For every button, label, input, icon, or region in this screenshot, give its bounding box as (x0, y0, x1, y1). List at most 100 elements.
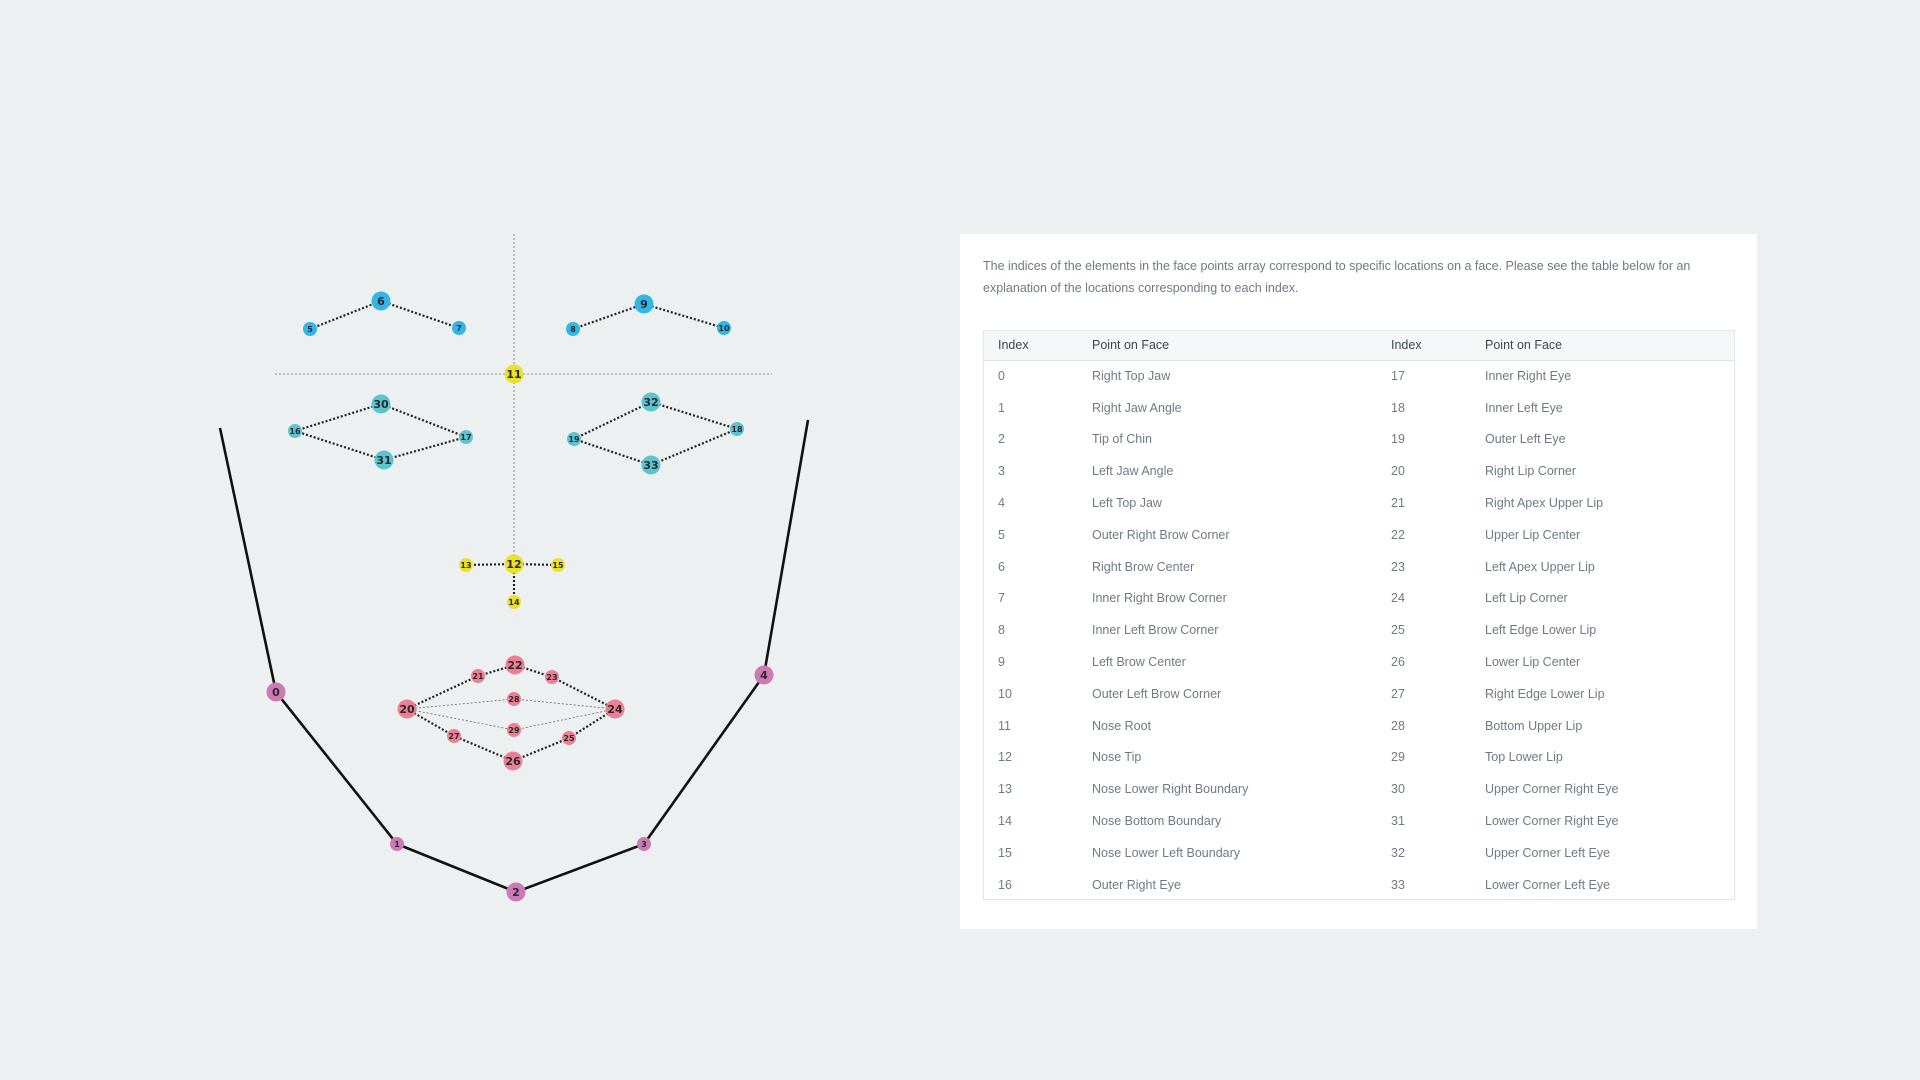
landmark-point-20: 20 (397, 699, 417, 719)
table-row: 3 Left Jaw Angle 20 Right Lip Corner (984, 455, 1734, 487)
connection-18-33 (650, 427, 738, 467)
landmark-dot (562, 731, 576, 745)
table-row: 13 Nose Lower Right Boundary 30 Upper Corne… (984, 773, 1734, 805)
point-name-cell-right: Bottom Upper Lip (1485, 718, 1583, 733)
index-cell-left: 13 (998, 782, 1012, 797)
index-cell-left: 16 (998, 877, 1012, 892)
landmark-point-11: 11 (504, 364, 524, 384)
header-index-left: Index (984, 331, 1078, 361)
connection-9-10 (643, 302, 725, 330)
point-name-cell-left: Right Brow Center (1092, 559, 1195, 574)
point-name-cell-left: Right Jaw Angle (1092, 400, 1182, 415)
table-row: 5 Outer Right Brow Corner 22 Upper Lip Cent… (984, 519, 1734, 551)
landmark-label: 33 (643, 459, 658, 472)
landmark-index-panel: The indices of the elements in the face … (960, 234, 1757, 929)
point-name-cell-right: Lower Corner Left Eye (1485, 877, 1611, 892)
landmark-dot (507, 595, 521, 609)
table-row: 2 Tip of Chin 19 Outer Left Eye (984, 424, 1734, 456)
point-name-cell-right: Lower Corner Right Eye (1485, 814, 1619, 829)
index-cell-right: 18 (1391, 400, 1405, 415)
landmark-dot (371, 394, 391, 414)
index-cell-right: 27 (1391, 686, 1405, 701)
table-row: 9 Left Brow Center 26 Lower Lip Center (984, 646, 1734, 678)
landmark-label: 0 (272, 686, 280, 699)
point-name-cell-left: Nose Bottom Boundary (1092, 814, 1222, 829)
landmark-dot (506, 882, 526, 902)
index-cell-right: 21 (1391, 496, 1405, 511)
connection-16-30 (294, 402, 382, 433)
landmark-dot (641, 455, 661, 475)
point-name-cell-left: Nose Lower Right Boundary (1092, 782, 1249, 797)
index-cell-right: 17 (1391, 369, 1405, 384)
landmark-label: 29 (508, 726, 520, 735)
index-cell-right: 32 (1391, 845, 1405, 860)
landmark-dot (374, 450, 394, 470)
point-name-cell-left: Right Top Jaw (1092, 369, 1171, 384)
connection-30-17 (380, 402, 467, 439)
table-row: 0 Right Top Jaw 17 Inner Right Eye (984, 360, 1734, 392)
index-cell-left: 3 (998, 464, 1005, 479)
landmark-point-1: 1 (390, 837, 404, 851)
landmark-point-12: 12 (504, 554, 524, 574)
table-row: 8 Inner Left Brow Corner 25 Left Edge Lower… (984, 614, 1734, 646)
landmark-point-5: 5 (303, 322, 317, 336)
landmark-dot (503, 751, 523, 771)
point-name-cell-right: Lower Lip Center (1485, 655, 1581, 670)
landmark-table: Index Point on Face Index Point on Face … (984, 331, 1734, 899)
landmark-dot (566, 322, 580, 336)
landmark-label: 32 (643, 396, 658, 409)
landmark-point-27: 27 (447, 729, 461, 743)
landmark-point-30: 30 (371, 394, 391, 414)
point-name-cell-left: Outer Right Eye (1092, 877, 1181, 892)
landmark-point-18: 18 (730, 422, 744, 436)
index-cell-left: 15 (998, 845, 1012, 860)
landmark-dot (452, 321, 466, 335)
inner-lip-line-28-24 (513, 698, 616, 710)
point-name-cell-left: Left Top Jaw (1092, 496, 1162, 511)
landmark-label: 31 (376, 454, 391, 467)
point-name-cell-right: Outer Left Eye (1485, 432, 1566, 447)
landmark-point-7: 7 (452, 321, 466, 335)
landmark-dot (605, 699, 625, 719)
inner-lip-line-20-29 (406, 708, 515, 731)
landmark-dot (507, 692, 521, 706)
landmark-point-22: 22 (505, 655, 525, 675)
landmark-point-17: 17 (459, 430, 473, 444)
landmark-label: 12 (506, 558, 521, 571)
landmark-point-0: 0 (266, 682, 286, 702)
point-name-cell-right: Left Edge Lower Lip (1485, 623, 1597, 638)
point-name-cell-left: Nose Lower Left Boundary (1092, 845, 1241, 860)
landmark-label: 21 (472, 672, 484, 681)
table-row: 16 Outer Right Eye 33 Lower Corner Left Eye (984, 869, 1734, 899)
point-name-cell-right: Top Lower Lip (1485, 750, 1563, 765)
landmark-label: 26 (505, 755, 521, 768)
landmark-point-10: 10 (717, 321, 731, 335)
index-cell-left: 4 (998, 496, 1005, 511)
landmark-point-28: 28 (507, 692, 521, 706)
index-cell-left: 1 (998, 400, 1005, 415)
landmark-label: 17 (460, 433, 471, 442)
landmark-label: 14 (508, 598, 520, 607)
landmark-point-14: 14 (507, 595, 521, 609)
index-cell-left: 12 (998, 750, 1012, 765)
table-row: 11 Nose Root 28 Bottom Upper Lip (984, 710, 1734, 742)
landmark-label: 27 (448, 732, 459, 741)
header-index-right: Index (1377, 331, 1471, 361)
table-row: 10 Outer Left Brow Corner 27 Right Edge Low… (984, 678, 1734, 710)
landmark-label: 10 (718, 324, 730, 333)
landmark-label: 23 (546, 673, 557, 682)
nose-guide-lines (275, 234, 772, 564)
landmark-dot (634, 294, 654, 314)
landmark-dot (567, 432, 581, 446)
landmark-dot (459, 430, 473, 444)
index-cell-right: 26 (1391, 655, 1405, 670)
connection-6-7 (380, 299, 460, 330)
index-cell-right: 25 (1391, 623, 1405, 638)
landmark-label: 13 (460, 561, 471, 570)
connection-32-18 (650, 400, 738, 431)
table-row: 15 Nose Lower Left Boundary 32 Upper Corner… (984, 837, 1734, 869)
connection-33-19 (573, 437, 652, 467)
landmark-dot (505, 655, 525, 675)
